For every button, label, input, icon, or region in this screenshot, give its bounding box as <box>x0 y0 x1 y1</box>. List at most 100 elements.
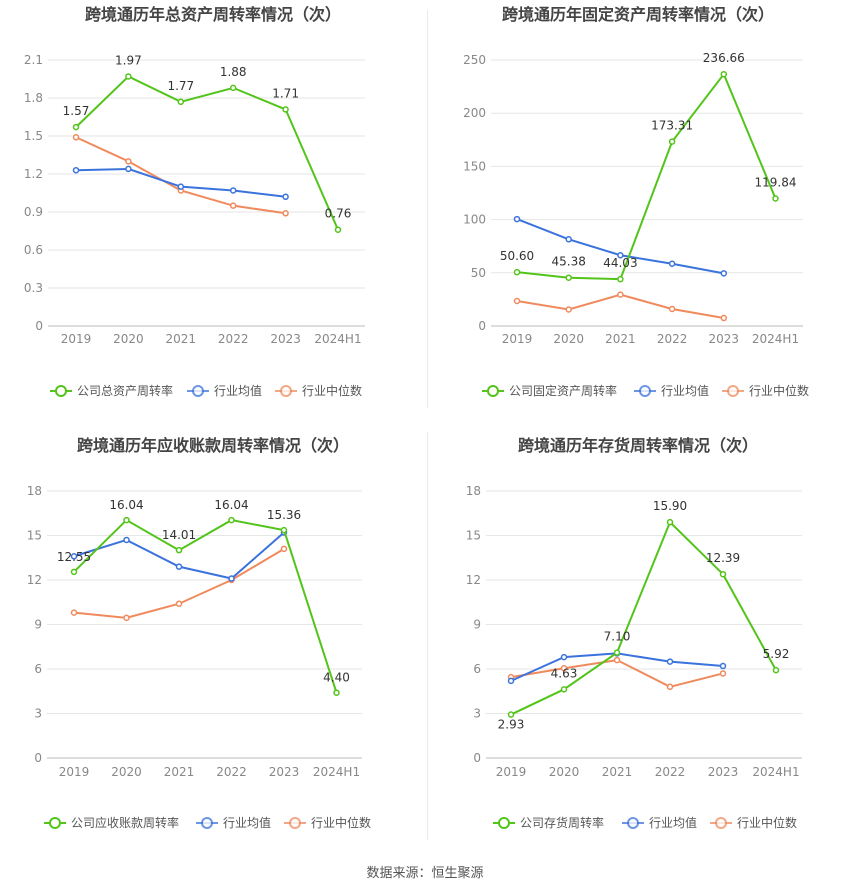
series-line-company <box>516 72 777 281</box>
data-point-avg <box>560 653 568 661</box>
data-point-avg <box>507 677 515 685</box>
chart-3: 跨境通历年应收账款周转率情况（次） 0 3 6 9 12 15 18 2019 2020 2021 2… <box>27 436 371 830</box>
legend-marker-avg <box>639 385 651 397</box>
data-point-avg <box>282 193 289 201</box>
legend-label-company: 公司应收账款周转率 <box>71 815 179 830</box>
data-point-avg <box>70 553 78 560</box>
data-label: 1.88 <box>220 65 247 79</box>
series-line-company <box>510 520 777 716</box>
y-tick-label: 0 <box>35 319 43 333</box>
data-point-avg <box>125 165 132 173</box>
data-point-company <box>507 711 515 718</box>
y-tick-label: 9 <box>34 618 42 632</box>
x-tick-label: 2023 <box>269 765 300 779</box>
data-point-company <box>720 70 728 78</box>
data-label: 2.93 <box>498 718 525 732</box>
legend-marker-company <box>487 385 499 397</box>
x-tick-label: 2019 <box>502 332 533 346</box>
y-tick-label: 50 <box>471 266 486 280</box>
legend-label-avg: 行业均值 <box>223 815 271 830</box>
chart-title: 跨境通历年固定资产周转率情况（次） <box>502 5 774 24</box>
x-tick-label: 2024H1 <box>313 765 360 779</box>
data-point-median <box>513 297 521 305</box>
vertical-divider-top <box>427 10 428 408</box>
x-tick-label: 2020 <box>549 765 580 779</box>
legend-label-median: 行业中位数 <box>302 383 362 398</box>
y-tick-label: 18 <box>27 484 42 498</box>
data-label: 4.63 <box>551 666 578 680</box>
data-point-company <box>666 518 674 526</box>
data-point-company <box>72 123 80 131</box>
data-point-company <box>333 689 340 696</box>
y-tick-label: 250 <box>463 53 486 67</box>
data-label: 16.04 <box>109 498 143 512</box>
legend-marker-avg <box>627 817 639 829</box>
data-label: 16.04 <box>214 498 248 512</box>
y-tick-label: 1.2 <box>24 167 43 181</box>
data-point-median <box>565 306 572 313</box>
x-tick-label: 2024H1 <box>314 332 361 346</box>
x-tick-label: 2022 <box>216 765 247 779</box>
data-point-company <box>668 138 676 145</box>
data-point-median <box>719 670 727 677</box>
y-tick-label: 200 <box>463 106 486 120</box>
series-line-median <box>516 293 724 320</box>
source-note: 数据来源：恒生聚源 <box>366 866 484 881</box>
data-point-company <box>280 526 288 534</box>
x-tick-label: 2023 <box>709 332 740 346</box>
data-point-median <box>125 158 132 165</box>
legend-label-avg: 行业均值 <box>661 383 709 398</box>
data-point-avg <box>175 563 183 570</box>
data-point-avg <box>565 236 572 243</box>
legend-label-median: 行业中位数 <box>737 815 797 830</box>
data-point-company <box>177 98 185 106</box>
x-tick-label: 2021 <box>605 332 636 346</box>
data-label: 15.36 <box>267 508 301 522</box>
data-label: 44.03 <box>603 256 637 270</box>
data-point-avg <box>720 270 728 277</box>
y-tick-label: 15 <box>27 529 42 543</box>
data-point-avg <box>229 187 237 194</box>
y-tick-label: 2.1 <box>24 53 43 67</box>
legend-label-company: 公司存货周转率 <box>520 815 604 830</box>
y-tick-label: 3 <box>473 707 481 721</box>
data-label: 15.90 <box>653 499 687 513</box>
data-point-avg <box>228 575 235 582</box>
data-point-median <box>668 305 676 313</box>
data-point-median <box>123 614 130 622</box>
x-tick-label: 2024H1 <box>752 765 799 779</box>
legend-label-company: 公司固定资产周转率 <box>509 383 617 398</box>
legend-marker-median <box>289 817 301 829</box>
data-point-median <box>560 665 568 672</box>
data-point-median <box>666 683 674 691</box>
x-tick-label: 2021 <box>164 765 195 779</box>
data-label: 0.76 <box>325 207 352 221</box>
legend-label-avg: 行业均值 <box>214 383 262 398</box>
legend-marker-median <box>280 385 292 397</box>
data-point-company <box>772 666 780 674</box>
data-point-company <box>719 570 727 578</box>
data-point-median <box>613 656 621 664</box>
x-tick-label: 2024H1 <box>752 332 799 346</box>
data-point-company <box>123 516 130 524</box>
data-point-avg <box>177 183 185 190</box>
data-point-avg <box>719 662 727 670</box>
series-line-company <box>75 75 339 231</box>
y-tick-label: 100 <box>463 213 486 227</box>
x-tick-label: 2020 <box>553 332 584 346</box>
legend-label-median: 行业中位数 <box>311 815 371 830</box>
data-label: 5.92 <box>763 647 790 661</box>
data-point-median <box>280 545 288 553</box>
x-tick-label: 2022 <box>218 332 249 346</box>
x-tick-label: 2020 <box>111 765 142 779</box>
x-tick-label: 2021 <box>166 332 197 346</box>
chart-4: 跨境通历年存货周转率情况（次） 0 3 6 9 12 15 18 2019 2020 2021 202… <box>466 436 802 830</box>
x-tick-label: 2023 <box>270 332 301 346</box>
data-point-avg <box>72 166 80 174</box>
data-point-median <box>617 291 624 298</box>
data-label: 14.01 <box>162 528 196 542</box>
data-label: 173.31 <box>651 119 693 133</box>
x-tick-label: 2019 <box>61 332 92 346</box>
y-tick-label: 0 <box>34 751 42 765</box>
